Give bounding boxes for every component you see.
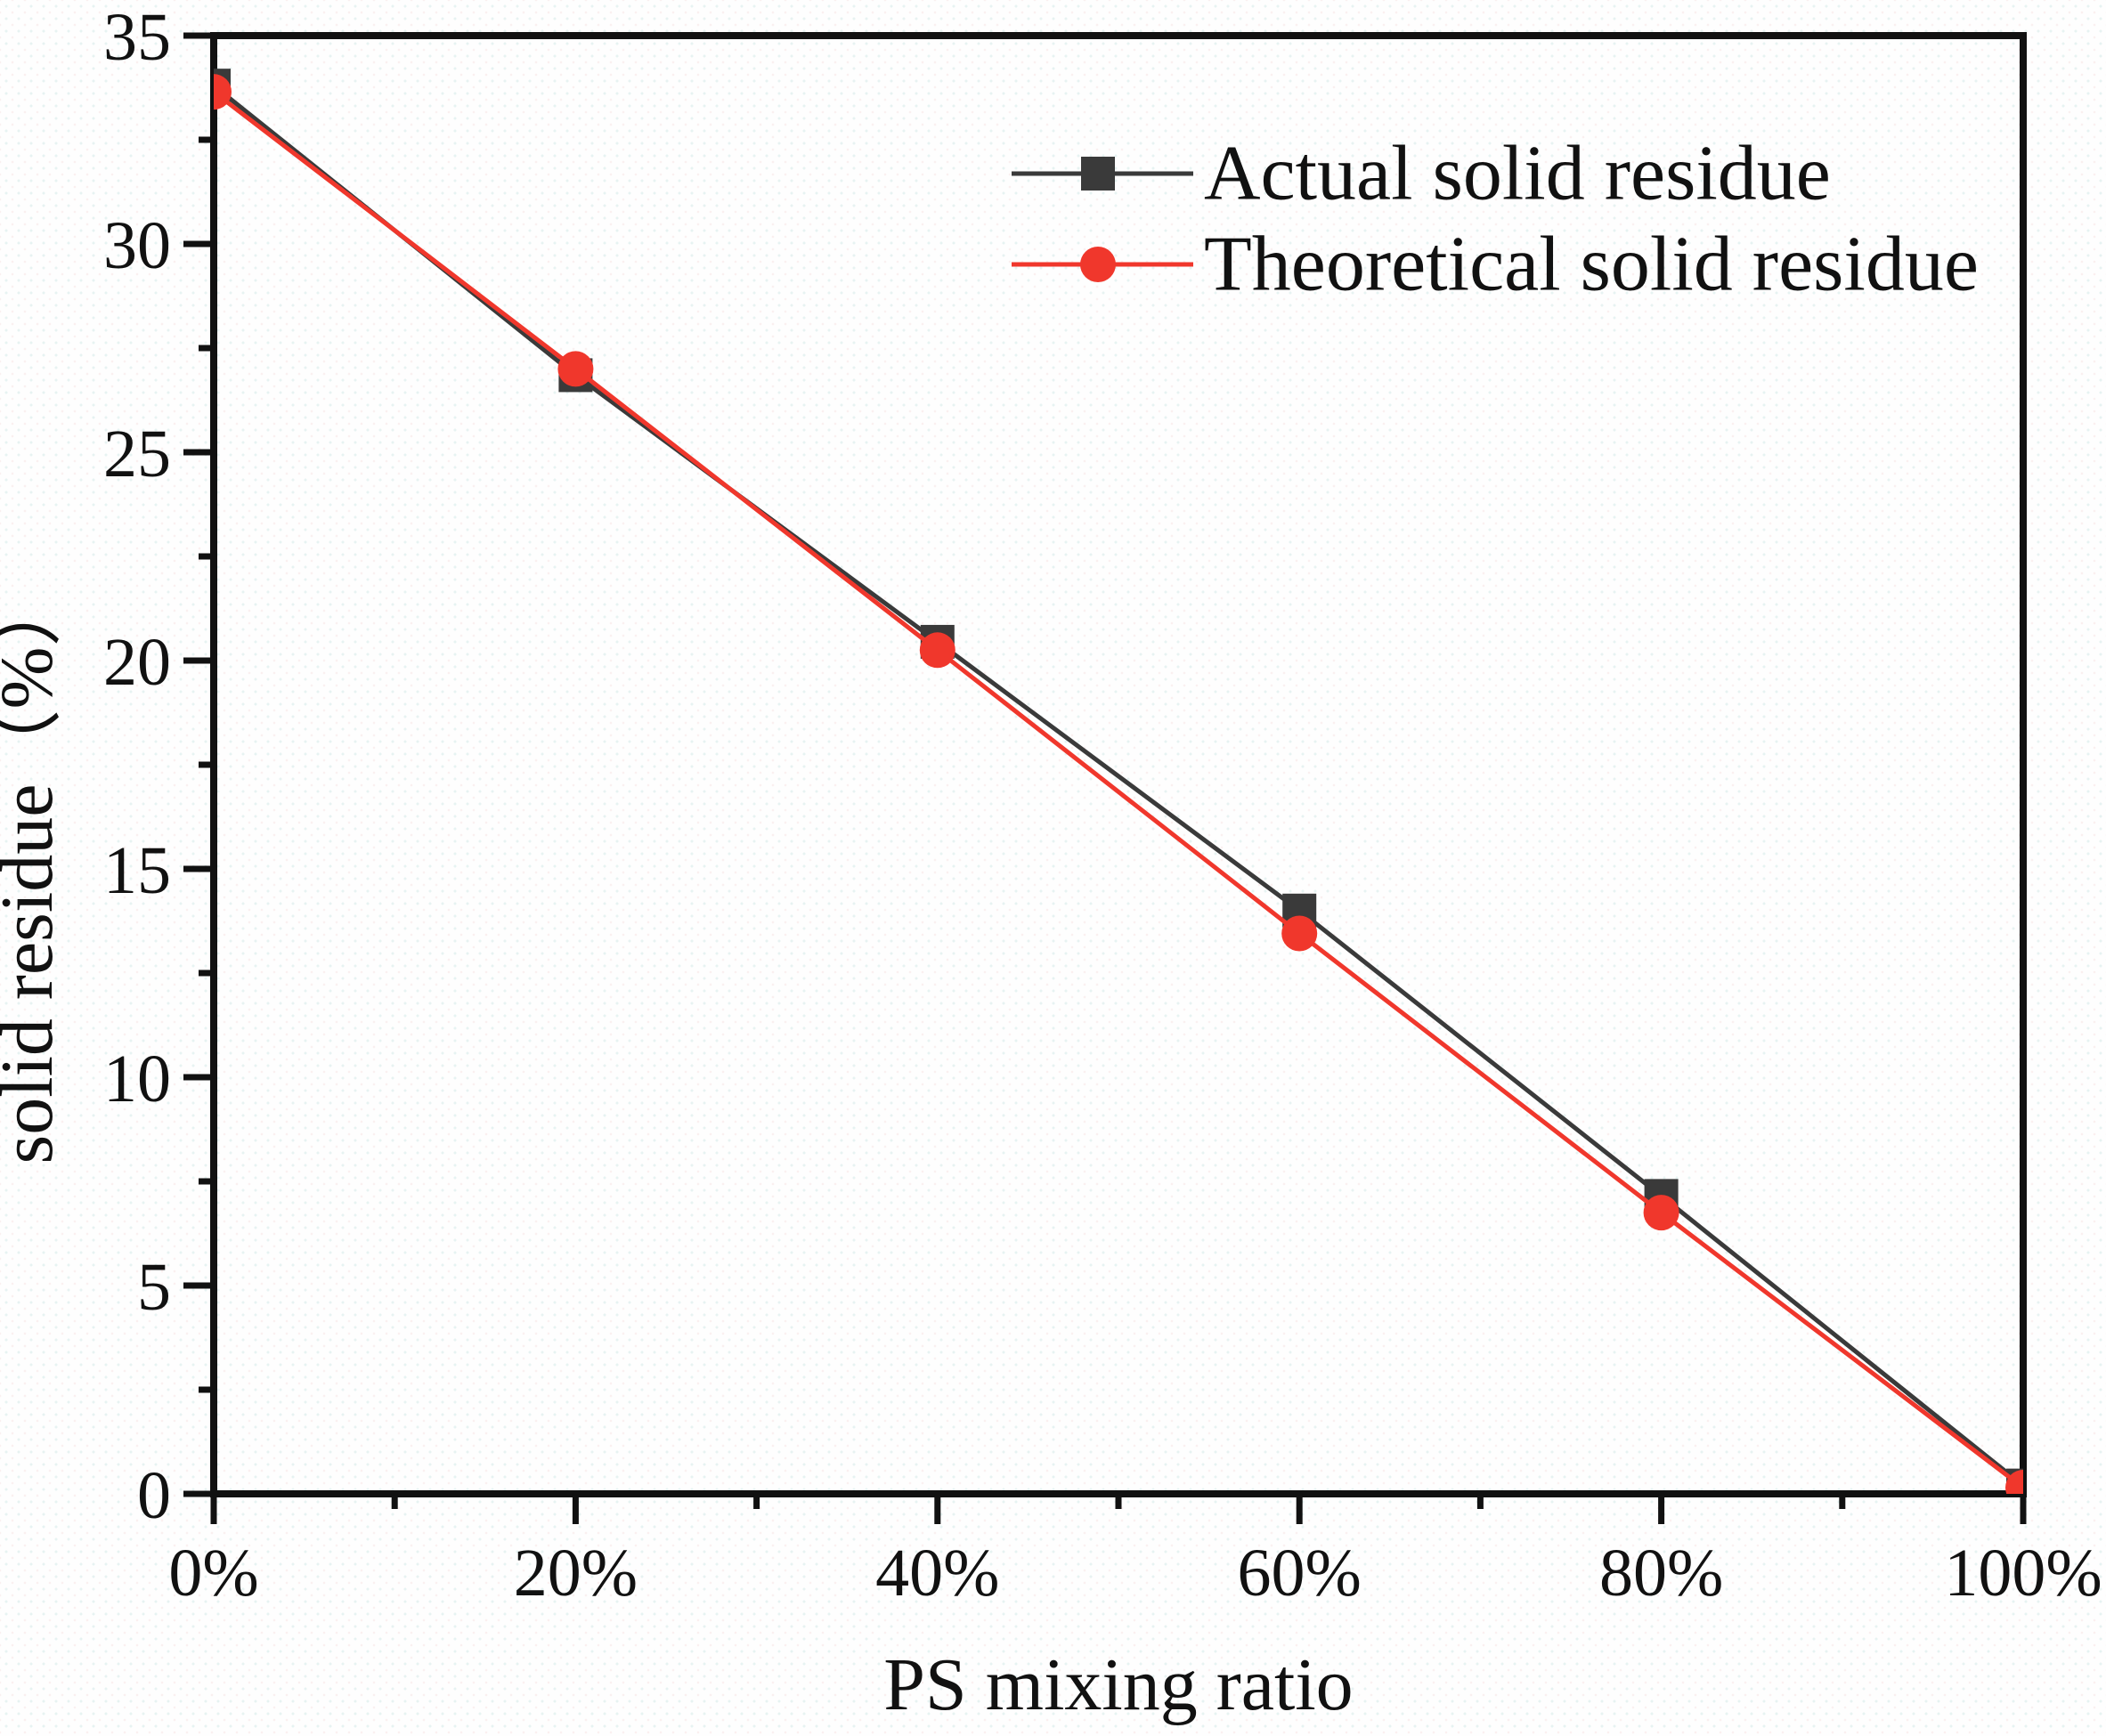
legend-circle-marker bbox=[1080, 247, 1116, 282]
data-point-circle bbox=[1643, 1195, 1679, 1231]
x-tick-label: 60% bbox=[1238, 1536, 1362, 1610]
series-line bbox=[214, 84, 2023, 1488]
legend-label: Actual solid residue bbox=[1204, 131, 1831, 217]
x-tick-label: 0% bbox=[168, 1536, 258, 1610]
x-tick-label: 100% bbox=[1944, 1536, 2102, 1610]
series-line bbox=[214, 90, 2023, 1489]
x-axis-title: PS mixing ratio bbox=[883, 1643, 1353, 1726]
y-tick-label: 20 bbox=[103, 625, 171, 700]
y-axis-title: solid residue（%） bbox=[0, 572, 69, 1164]
data-point-circle bbox=[214, 74, 232, 110]
x-tick-label: 20% bbox=[514, 1536, 638, 1610]
y-tick-label: 5 bbox=[137, 1250, 171, 1325]
y-tick-label: 0 bbox=[137, 1458, 171, 1533]
series-theoretical bbox=[214, 74, 2023, 1494]
y-tick-label: 25 bbox=[103, 417, 171, 491]
x-tick-label: 80% bbox=[1599, 1536, 1723, 1610]
y-tick-label: 10 bbox=[103, 1042, 171, 1116]
data-point-circle bbox=[557, 351, 594, 387]
x-axis: 0% 20% 40% 60% 80% 100% bbox=[168, 1494, 2102, 1610]
y-axis: 0 5 10 15 20 25 30 35 bbox=[103, 0, 214, 1533]
data-point-circle bbox=[919, 632, 955, 669]
legend-entry: Theoretical solid residue bbox=[1012, 222, 1979, 308]
y-tick-label: 30 bbox=[103, 208, 171, 283]
data-point-circle bbox=[2005, 1469, 2023, 1494]
x-tick-label: 40% bbox=[875, 1536, 999, 1610]
y-tick-label: 15 bbox=[103, 833, 171, 908]
y-tick-label: 35 bbox=[103, 0, 171, 75]
legend-label: Theoretical solid residue bbox=[1204, 222, 1979, 308]
legend-square-marker bbox=[1081, 157, 1115, 191]
data-point-circle bbox=[1281, 915, 1318, 952]
legend-entry: Actual solid residue bbox=[1012, 131, 1831, 217]
